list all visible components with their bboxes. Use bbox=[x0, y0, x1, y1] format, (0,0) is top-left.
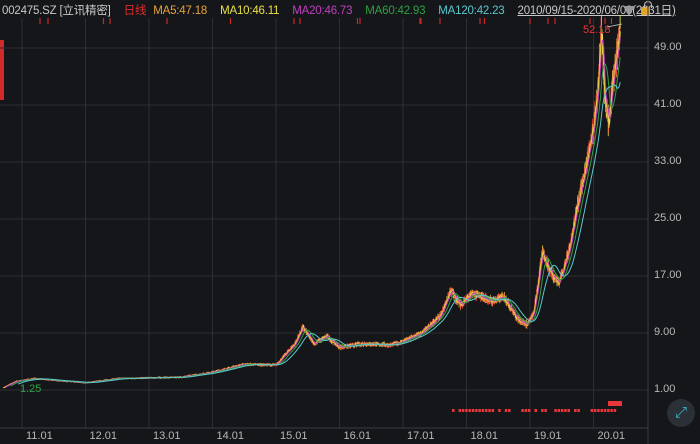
event-marker bbox=[541, 409, 544, 412]
event-marker bbox=[603, 409, 607, 412]
event-marker-block bbox=[608, 401, 622, 406]
event-marker bbox=[458, 409, 462, 412]
period-label[interactable]: 日线 bbox=[123, 5, 147, 17]
event-marker bbox=[574, 409, 577, 412]
event-marker bbox=[461, 409, 465, 412]
event-marker bbox=[557, 409, 561, 412]
event-marker bbox=[577, 409, 580, 412]
event-marker bbox=[524, 409, 528, 412]
event-marker bbox=[481, 409, 485, 412]
event-marker bbox=[478, 409, 481, 412]
left-edge-marker bbox=[0, 40, 4, 100]
x-tick-label: 14.01 bbox=[216, 430, 245, 442]
event-marker bbox=[521, 409, 524, 412]
event-marker bbox=[597, 409, 600, 412]
min-price-label: 1.25 bbox=[20, 383, 41, 395]
event-marker bbox=[527, 409, 531, 412]
y-tick-label: 17.00 bbox=[654, 269, 682, 281]
event-marker bbox=[560, 409, 564, 412]
triangle-down-icon[interactable] bbox=[623, 6, 635, 16]
x-tick-label: 15.01 bbox=[280, 430, 308, 442]
ma10-label: MA10:46.11 bbox=[220, 5, 280, 17]
event-marker bbox=[544, 409, 547, 412]
max-price-label: 52.18 bbox=[583, 24, 611, 36]
event-marker bbox=[475, 409, 478, 412]
x-tick-label: 16.01 bbox=[343, 430, 372, 442]
y-tick-label: 33.00 bbox=[654, 155, 682, 167]
event-marker bbox=[613, 409, 617, 412]
chart-header: 002475.SZ [立讯精密] 日线 MA5:47.18 MA10:46.11… bbox=[2, 2, 678, 18]
ma120-label: MA120:42.23 bbox=[438, 5, 505, 17]
y-tick-label: 25.00 bbox=[654, 212, 682, 224]
event-marker bbox=[465, 409, 468, 412]
event-marker bbox=[534, 409, 537, 412]
event-marker bbox=[610, 409, 613, 412]
event-marker bbox=[600, 409, 603, 412]
event-marker bbox=[554, 409, 557, 412]
event-marker bbox=[593, 409, 597, 412]
event-marker bbox=[452, 409, 455, 412]
event-marker bbox=[471, 409, 475, 412]
date-range-selector[interactable]: 2010/09/15-2020/06/03(2331日) bbox=[517, 5, 676, 17]
event-marker bbox=[498, 409, 501, 412]
ma60-label: MA60:42.93 bbox=[365, 5, 426, 17]
event-marker bbox=[508, 409, 511, 412]
event-marker bbox=[491, 409, 495, 412]
event-marker bbox=[567, 409, 570, 412]
event-marker bbox=[564, 409, 567, 412]
x-tick-label: 13.01 bbox=[153, 430, 181, 442]
event-marker bbox=[488, 409, 491, 412]
ma5-label: MA5:47.18 bbox=[153, 5, 208, 17]
y-tick-label: 1.00 bbox=[654, 383, 676, 395]
event-marker bbox=[485, 409, 488, 412]
event-marker bbox=[504, 409, 508, 412]
ma60-line bbox=[10, 57, 621, 387]
event-marker bbox=[607, 409, 610, 412]
expand-icon[interactable]: ⤢ bbox=[667, 399, 695, 427]
x-tick-label: 11.01 bbox=[26, 430, 53, 442]
ma20-line bbox=[5, 37, 621, 388]
x-tick-label: 19.01 bbox=[534, 430, 562, 442]
x-tick-label: 20.01 bbox=[597, 430, 626, 442]
y-tick-label: 49.00 bbox=[654, 41, 682, 53]
symbol-label: 002475.SZ [立讯精密] bbox=[2, 5, 111, 17]
event-marker bbox=[468, 409, 471, 412]
ma120-line bbox=[17, 82, 621, 385]
y-tick-label: 9.00 bbox=[654, 326, 676, 338]
y-tick-label: 41.00 bbox=[654, 98, 682, 110]
x-tick-label: 18.01 bbox=[470, 430, 499, 442]
ma20-label: MA20:46.73 bbox=[292, 5, 353, 17]
x-tick-label: 17.01 bbox=[407, 430, 435, 442]
x-tick-label: 12.01 bbox=[89, 430, 118, 442]
max-price-pointer bbox=[606, 23, 623, 28]
event-marker bbox=[590, 409, 594, 412]
